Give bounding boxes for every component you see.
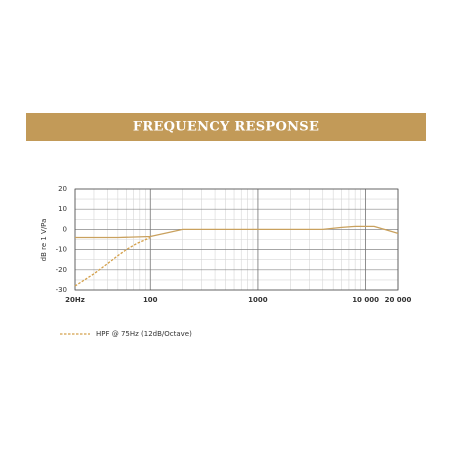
y-axis-label: dB re 1 V/Pa [40,219,48,262]
y-tick-label: -30 [56,286,67,294]
series-line [75,225,399,239]
legend-label: HPF @ 75Hz (12dB/Octave) [96,330,192,338]
y-tick-label: 10 [58,205,67,213]
title-banner [26,113,426,141]
series-line [74,236,151,287]
y-tick-label: -10 [56,246,67,254]
x-tick-label: 1000 [248,296,268,304]
y-tick-label: 0 [63,225,67,233]
x-tick-label: 10 000 [352,296,379,304]
x-tick-label: 20Hz [65,296,85,304]
x-tick-label: 100 [143,296,158,304]
y-tick-label: -20 [56,266,67,274]
chart-title: FREQUENCY RESPONSE [133,120,319,135]
y-tick-label: 20 [58,185,67,193]
x-tick-label: 20 000 [385,296,412,304]
plot-frame [74,188,399,291]
